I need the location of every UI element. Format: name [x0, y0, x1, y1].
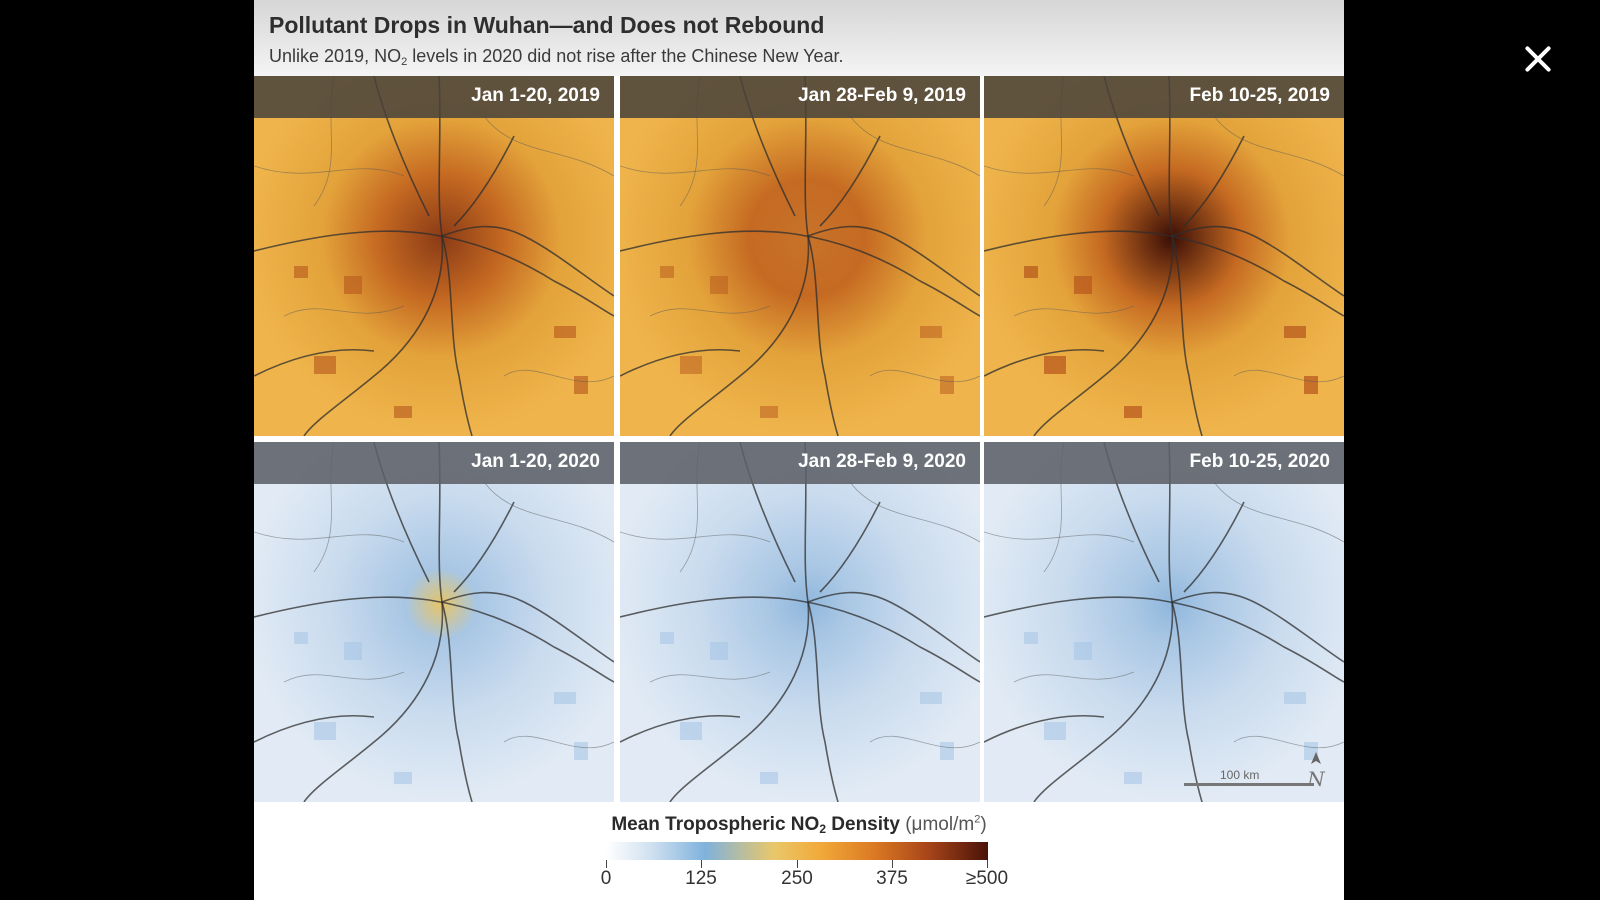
map-image	[984, 76, 1344, 436]
units-pre: (μmol/m	[905, 814, 975, 836]
panel-label-bar: Jan 28-Feb 9, 2020	[620, 442, 980, 484]
close-icon[interactable]	[1518, 40, 1558, 80]
map-image	[620, 442, 980, 802]
map-image	[984, 442, 1344, 802]
map-panel-2020-jan: Jan 1-20, 2020	[254, 442, 614, 802]
panel-label-bar: Jan 1-20, 2019	[254, 76, 614, 118]
figure-title: Pollutant Drops in Wuhan—and Does not Re…	[269, 12, 825, 38]
map-image	[620, 76, 980, 436]
figure-subtitle: Unlike 2019, NO2 levels in 2020 did not …	[269, 46, 843, 68]
legend-tick	[892, 860, 893, 868]
panel-label-bar: Jan 28-Feb 9, 2019	[620, 76, 980, 118]
map-panel-2019-jan: Jan 1-20, 2019	[254, 76, 614, 436]
panel-date: Jan 28-Feb 9, 2019	[798, 85, 966, 106]
map-panel-2019-late-jan: Jan 28-Feb 9, 2019	[620, 76, 980, 436]
panel-date: Jan 1-20, 2019	[471, 85, 600, 106]
legend-title-subscript: 2	[819, 822, 826, 837]
legend-tick-label: 0	[600, 868, 612, 889]
map-panel-2019-feb: Feb 10-25, 2019	[984, 76, 1344, 436]
legend-units: (μmol/m2)	[905, 814, 986, 835]
legend-tick	[606, 860, 607, 868]
map-image	[254, 76, 614, 436]
subtitle-post: levels in 2020 did not rise after the Ch…	[407, 46, 844, 66]
panel-label-bar: Feb 10-25, 2020	[984, 442, 1344, 484]
units-superscript: 2	[974, 814, 981, 826]
map-panel-2020-feb: Feb 10-25, 2020	[984, 442, 1344, 802]
panel-date: Feb 10-25, 2019	[1189, 85, 1330, 106]
legend-color-bar	[606, 842, 988, 860]
north-arrow-icon: N	[1302, 750, 1330, 792]
units-post: )	[980, 814, 987, 836]
legend-tick	[701, 860, 702, 868]
panel-date: Jan 1-20, 2020	[471, 451, 600, 472]
subtitle-pre: Unlike 2019, NO	[269, 46, 402, 66]
scale-bar: 100 km	[1184, 768, 1314, 788]
scale-bar-line	[1184, 783, 1314, 786]
panel-label-bar: Feb 10-25, 2019	[984, 76, 1344, 118]
map-image	[254, 442, 614, 802]
panel-date: Feb 10-25, 2020	[1189, 451, 1330, 472]
legend-tick-label: 375	[876, 868, 908, 889]
legend-tick	[797, 860, 798, 868]
scale-bar-label: 100 km	[1220, 768, 1260, 782]
panel-label-bar: Jan 1-20, 2020	[254, 442, 614, 484]
no2-figure: Pollutant Drops in Wuhan—and Does not Re…	[254, 0, 1344, 900]
map-panel-2020-late-jan: Jan 28-Feb 9, 2020	[620, 442, 980, 802]
figure-header: Pollutant Drops in Wuhan—and Does not Re…	[254, 0, 1344, 76]
color-legend: Mean Tropospheric NO2 Density (μmol/m2) …	[254, 800, 1344, 900]
legend-tick-label: ≥500	[965, 868, 1009, 889]
legend-title-post: Density	[826, 814, 900, 836]
legend-tick-label: 250	[781, 868, 813, 889]
legend-tick	[987, 860, 988, 868]
subtitle-subscript: 2	[401, 56, 408, 68]
legend-tick-label: 125	[685, 868, 717, 889]
north-label: N	[1306, 767, 1326, 791]
panel-date: Jan 28-Feb 9, 2020	[798, 451, 966, 472]
legend-title: Mean Tropospheric NO2 Density (μmol/m2)	[254, 814, 1344, 836]
legend-title-pre: Mean Tropospheric NO	[611, 814, 820, 836]
